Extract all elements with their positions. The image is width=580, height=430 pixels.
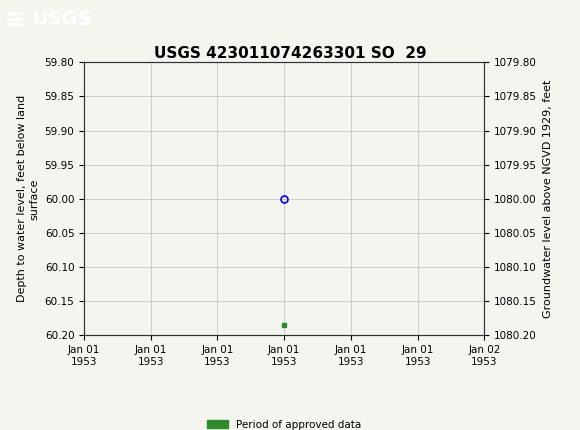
Text: USGS: USGS [32, 10, 92, 30]
Y-axis label: Depth to water level, feet below land
surface: Depth to water level, feet below land su… [17, 95, 39, 302]
Legend: Period of approved data: Period of approved data [203, 416, 365, 430]
Y-axis label: Groundwater level above NGVD 1929, feet: Groundwater level above NGVD 1929, feet [542, 80, 553, 318]
Text: ≡: ≡ [3, 8, 24, 32]
Text: USGS 423011074263301 SO  29: USGS 423011074263301 SO 29 [154, 46, 426, 61]
